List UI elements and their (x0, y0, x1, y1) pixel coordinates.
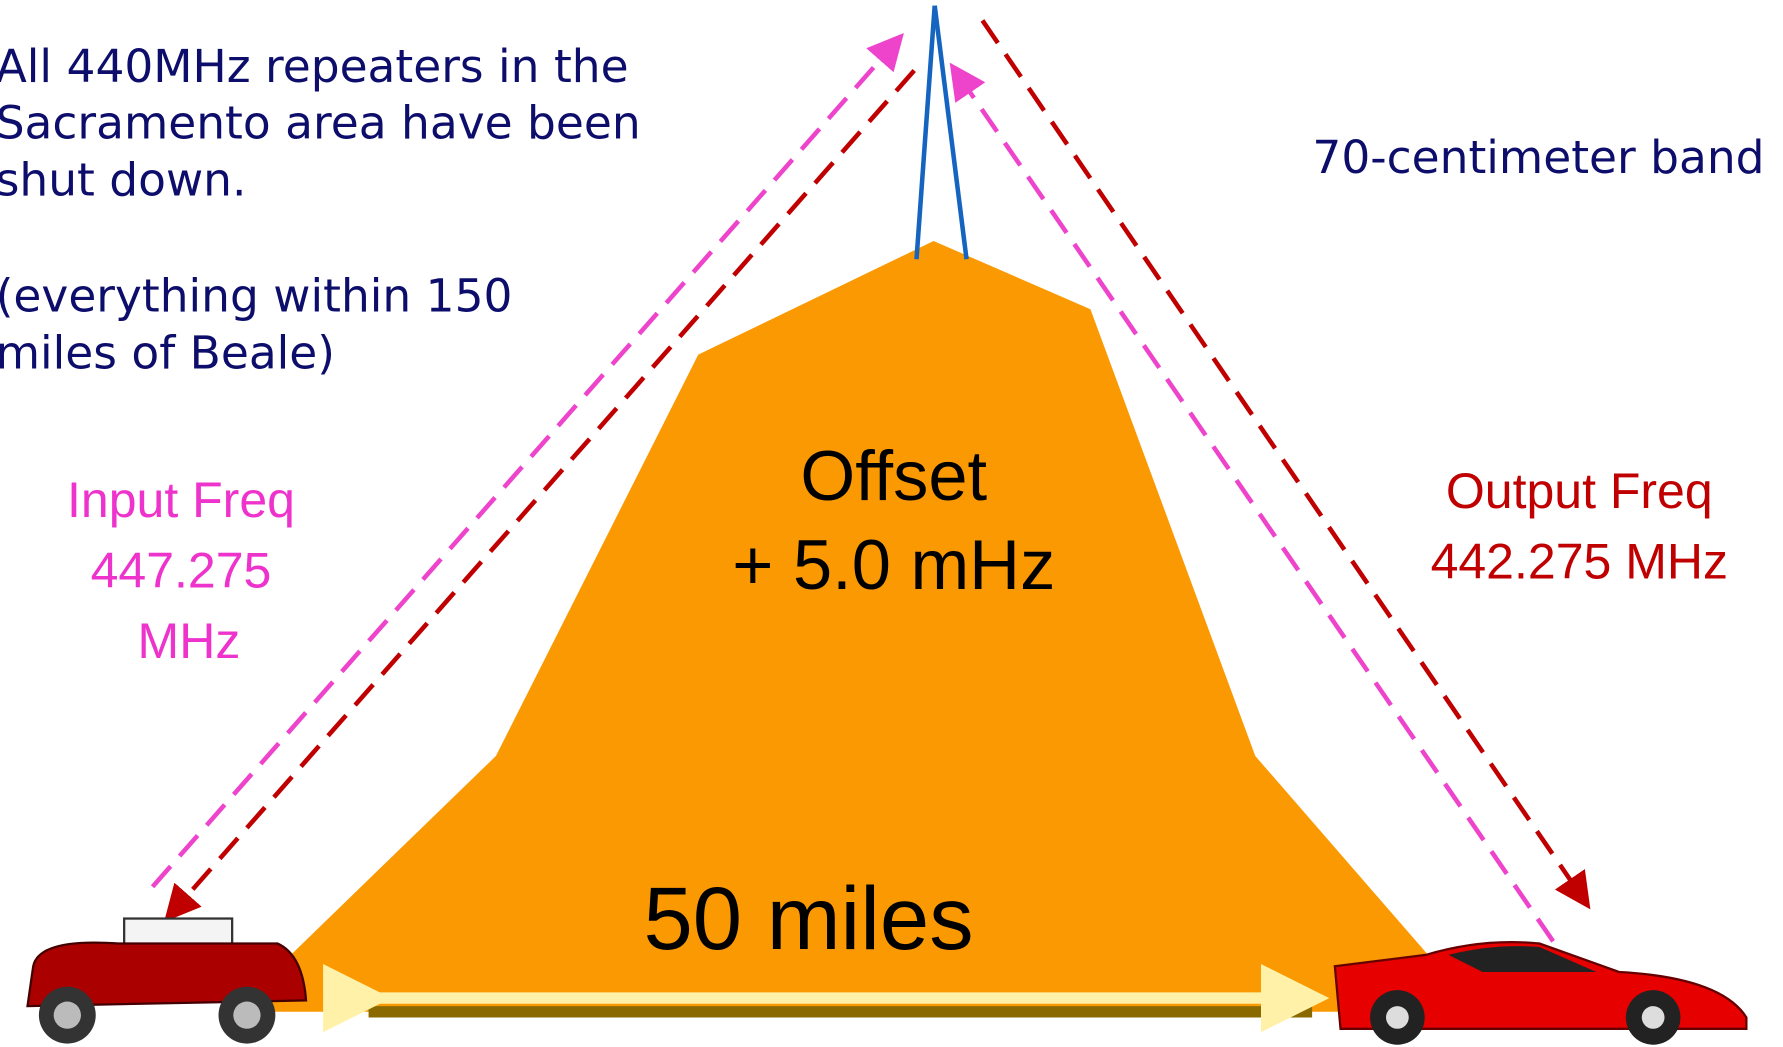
sports-car (1335, 942, 1747, 1045)
notice-line: shut down. (0, 154, 246, 207)
vintage-car (28, 919, 307, 1044)
antenna (917, 6, 967, 260)
distance-label: 50 miles (643, 869, 973, 968)
notice-line: Sacramento area have been (0, 97, 641, 150)
notice-line: All 440MHz repeaters in the (0, 40, 629, 93)
output-label: Output Freq (1446, 463, 1713, 519)
input-label: Input Freq (67, 472, 295, 528)
band-label: 70-centimeter band (1312, 131, 1764, 184)
notice-note: (everything within 150 (0, 269, 512, 322)
offset-label: Offset (800, 436, 987, 515)
offset-label: + 5.0 mHz (732, 525, 1055, 604)
output-label: 442.275 MHz (1431, 534, 1728, 590)
input-label: MHz (138, 613, 241, 669)
slide: All 440MHz repeaters in the Sacramento a… (0, 0, 1783, 1047)
notice-note: miles of Beale) (0, 326, 335, 379)
input-label: 447.275 (91, 543, 272, 599)
